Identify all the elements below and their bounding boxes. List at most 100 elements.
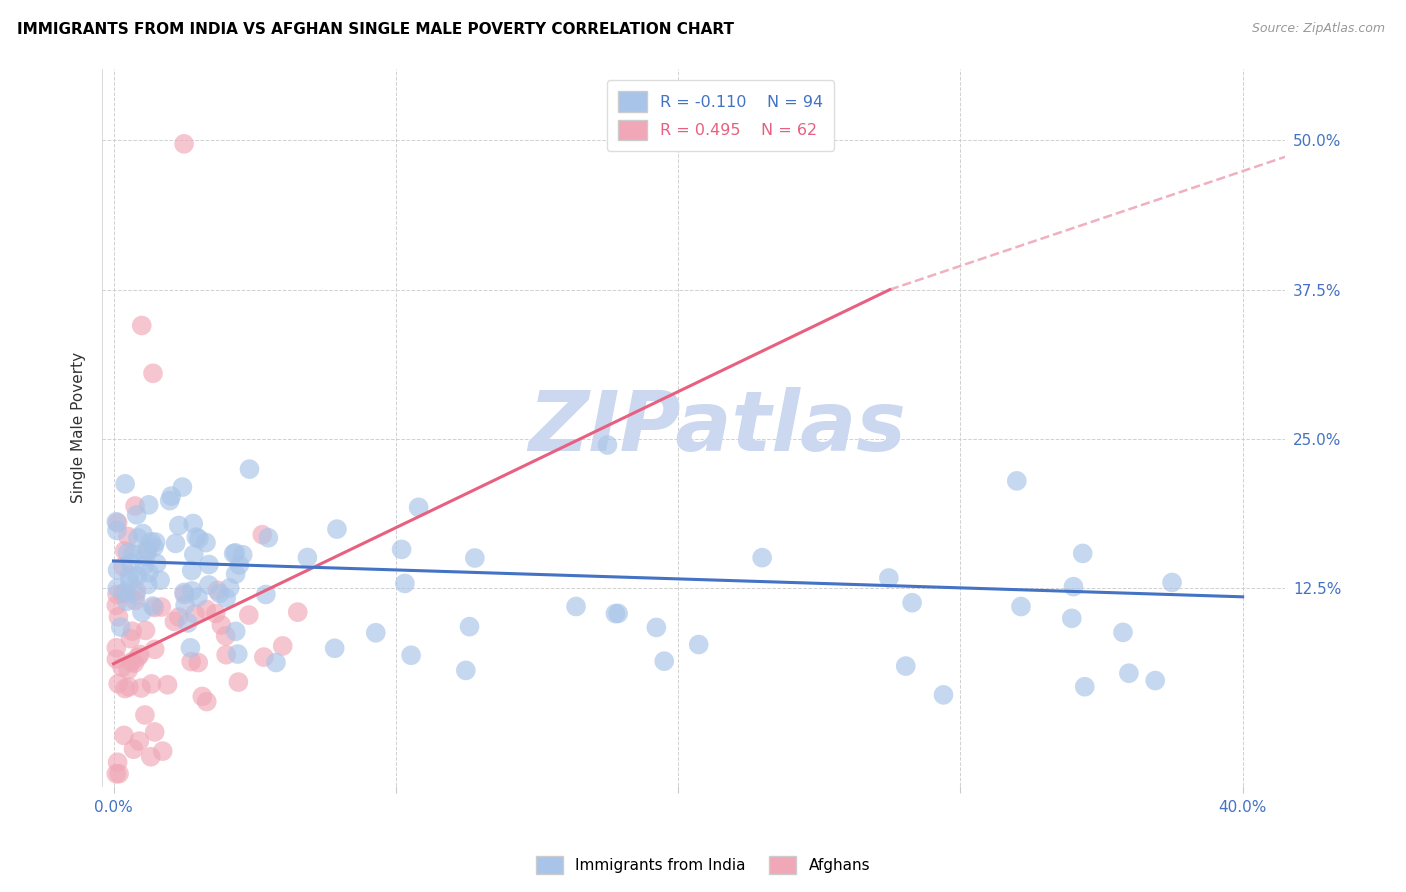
Point: [131, 605, 153, 619]
Point: [127, 531, 149, 545]
Point: [181, 583, 204, 598]
Point: [127, 650, 149, 665]
Point: [1071, 546, 1094, 560]
Point: [105, 581, 128, 595]
Point: [118, 569, 141, 583]
Point: [1144, 673, 1167, 688]
Point: [114, 543, 136, 558]
Point: [1118, 666, 1140, 681]
Point: [125, 583, 148, 598]
Point: [125, 508, 148, 522]
Point: [894, 659, 917, 673]
Point: [194, 535, 217, 549]
Point: [173, 587, 195, 601]
Point: [877, 571, 900, 585]
Point: [124, 656, 146, 670]
Point: [128, 648, 150, 662]
Point: [110, 620, 132, 634]
Y-axis label: Single Male Poverty: Single Male Poverty: [72, 351, 86, 503]
Point: [187, 590, 209, 604]
Point: [454, 664, 477, 678]
Point: [652, 654, 675, 668]
Point: [134, 624, 156, 638]
Point: [228, 558, 250, 572]
Point: [180, 564, 202, 578]
Point: [107, 609, 129, 624]
Point: [287, 605, 309, 619]
Point: [195, 602, 218, 616]
Point: [187, 656, 209, 670]
Point: [114, 681, 136, 696]
Point: [215, 648, 238, 662]
Point: [114, 585, 136, 599]
Point: [399, 648, 422, 663]
Point: [238, 462, 260, 476]
Point: [107, 563, 129, 577]
Point: [105, 515, 128, 529]
Point: [183, 548, 205, 562]
Point: [1112, 625, 1135, 640]
Point: [901, 596, 924, 610]
Point: [121, 655, 143, 669]
Point: [596, 438, 619, 452]
Point: [177, 615, 200, 630]
Point: [143, 642, 166, 657]
Point: [163, 615, 186, 629]
Point: [156, 678, 179, 692]
Point: [187, 532, 209, 546]
Point: [228, 675, 250, 690]
Point: [688, 638, 710, 652]
Point: [115, 594, 138, 608]
Point: [111, 660, 134, 674]
Point: [124, 593, 146, 607]
Point: [127, 569, 149, 583]
Point: [751, 550, 773, 565]
Point: [1161, 575, 1184, 590]
Point: [167, 610, 190, 624]
Point: [120, 632, 142, 646]
Point: [565, 599, 588, 614]
Point: [232, 548, 254, 562]
Point: [138, 498, 160, 512]
Text: IMMIGRANTS FROM INDIA VS AFGHAN SINGLE MALE POVERTY CORRELATION CHART: IMMIGRANTS FROM INDIA VS AFGHAN SINGLE M…: [17, 22, 734, 37]
Point: [186, 530, 208, 544]
Point: [195, 695, 218, 709]
Point: [141, 534, 163, 549]
Point: [364, 625, 387, 640]
Point: [129, 681, 152, 695]
Text: ZIPatlas: ZIPatlas: [529, 386, 907, 467]
Point: [142, 367, 165, 381]
Point: [174, 598, 197, 612]
Point: [121, 624, 143, 639]
Point: [152, 744, 174, 758]
Point: [1060, 611, 1083, 625]
Point: [117, 545, 139, 559]
Point: [607, 607, 630, 621]
Point: [149, 573, 172, 587]
Point: [165, 536, 187, 550]
Point: [172, 480, 194, 494]
Point: [224, 546, 246, 560]
Point: [132, 526, 155, 541]
Point: [173, 585, 195, 599]
Point: [238, 608, 260, 623]
Point: [184, 607, 207, 621]
Point: [226, 647, 249, 661]
Point: [131, 318, 153, 333]
Point: [105, 640, 128, 655]
Point: [138, 566, 160, 580]
Point: [208, 586, 231, 600]
Point: [124, 499, 146, 513]
Point: [105, 766, 128, 780]
Point: [128, 734, 150, 748]
Point: [150, 600, 173, 615]
Point: [141, 677, 163, 691]
Point: [198, 578, 221, 592]
Point: [143, 600, 166, 615]
Point: [136, 543, 159, 558]
Point: [107, 756, 129, 770]
Point: [118, 680, 141, 694]
Point: [159, 493, 181, 508]
Point: [142, 540, 165, 554]
Point: [120, 556, 142, 570]
